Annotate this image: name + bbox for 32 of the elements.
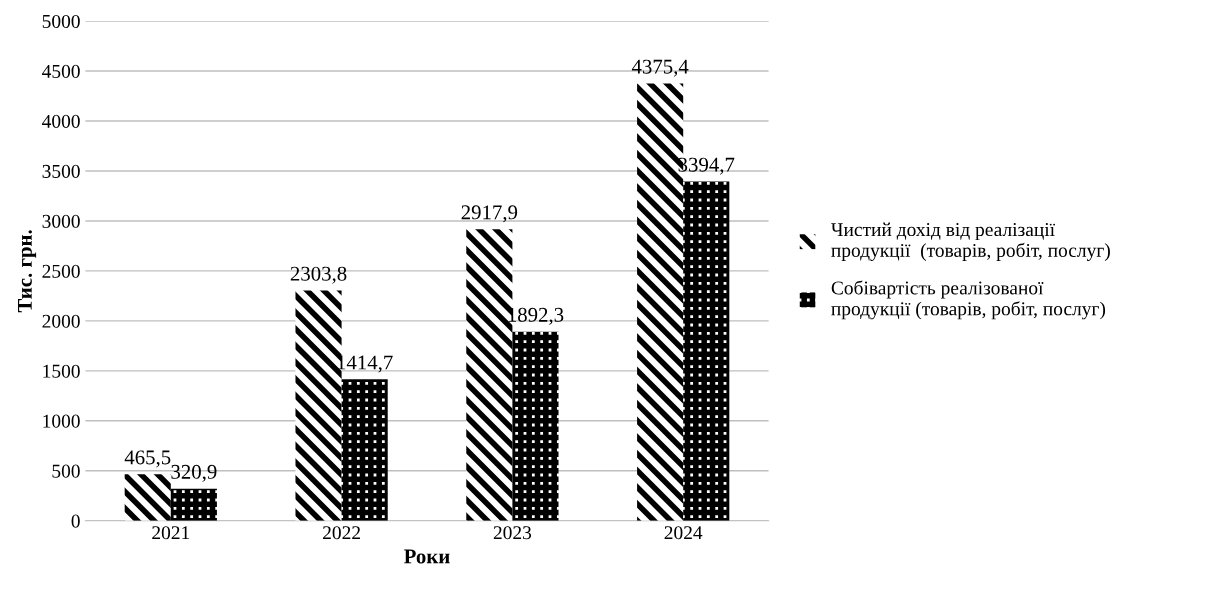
y-tick-label: 0 [71,514,80,528]
legend-label: Собівартість реалізованої продукції (товарів, робіт, послуг) [831,280,1106,320]
data-label: 1892,3 [508,307,564,325]
bar [170,488,217,521]
y-tick-label: 500 [52,464,80,478]
data-label: 1414,7 [337,355,393,373]
data-label: 2917,9 [461,205,518,223]
y-tick-label: 4500 [42,64,80,78]
bar [512,331,559,521]
y-tick-label: 2500 [42,264,80,278]
x-tick-label: 2022 [323,526,360,540]
x-tick-label: 2023 [493,526,532,540]
x-tick-label: 2024 [664,526,703,540]
bar [341,379,388,521]
y-tick-label: 4000 [42,114,80,128]
y-axis-title: Тис. грн. [18,230,37,313]
y-tick-label: 2000 [42,314,80,328]
bar [683,181,730,521]
data-label: 4375,4 [631,59,689,77]
bar [124,474,171,521]
y-tick-label: 3500 [42,164,80,178]
data-label: 465,5 [124,450,171,468]
y-tick-label: 1500 [43,364,80,378]
y-tick-label: 5000 [42,14,80,29]
x-axis-title: Роки [404,549,450,564]
y-tick-label: 3000 [42,214,80,228]
data-label: 2303,8 [290,266,347,284]
data-label: 3394,7 [678,157,735,175]
y-tick-label: 1000 [43,414,80,428]
legend-label: Чистий дохід від реалізації продукції (товарів, робіт, послуг) [831,222,1110,261]
x-tick-label: 2021 [152,526,190,540]
data-label: 320,9 [171,464,217,482]
